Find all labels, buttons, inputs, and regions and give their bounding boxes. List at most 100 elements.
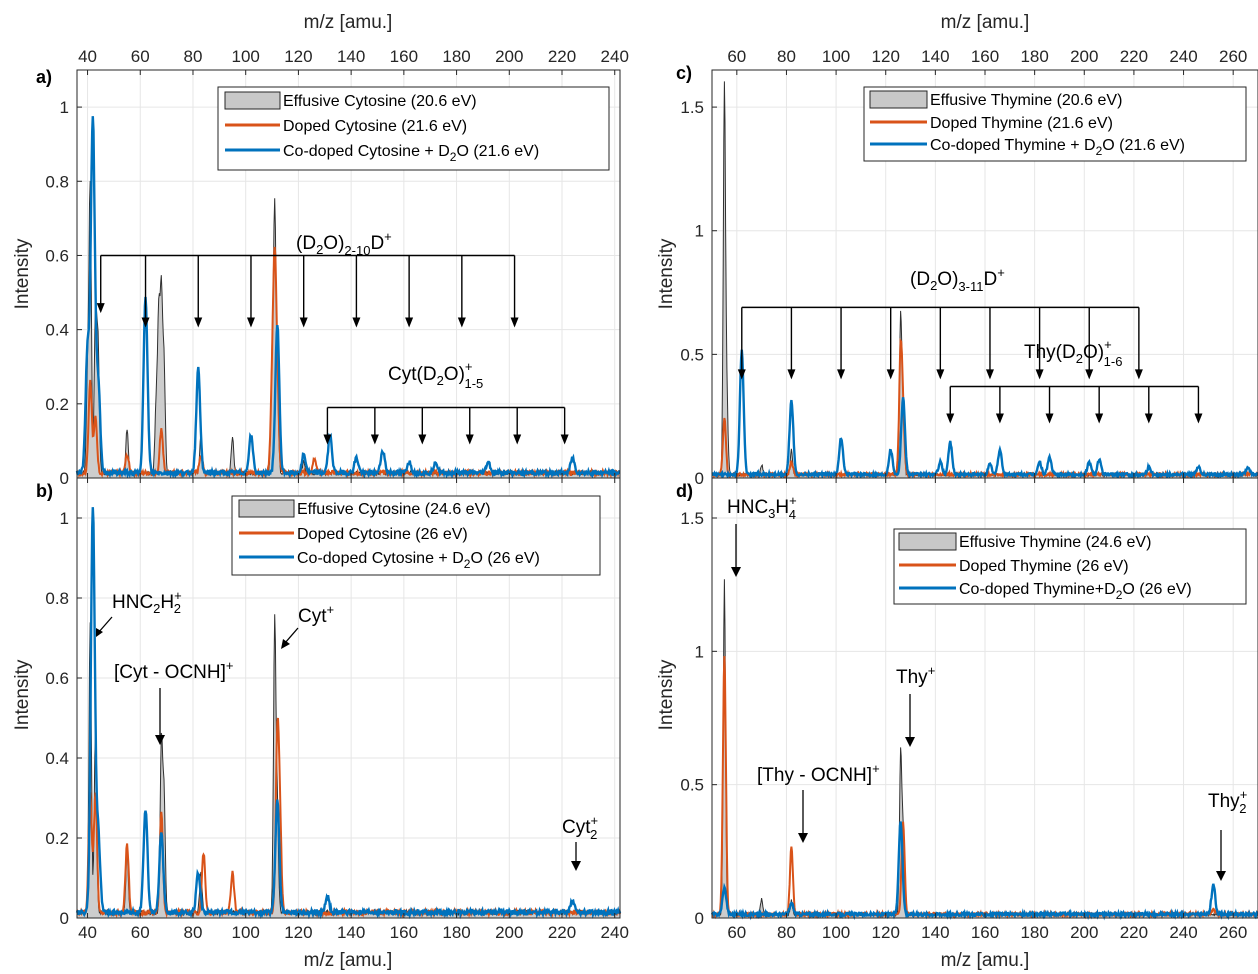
bracket-arrowhead xyxy=(513,434,522,445)
x-tick-label: 100 xyxy=(822,47,850,66)
bracket-d2o-cluster-a xyxy=(96,254,519,328)
panel-c: 60 80 100 120 140 160 180 200 220 240 260 0 0.5 1 1.5… xyxy=(656,12,1258,488)
legend-entry-doped-d: Doped Thymine (26 eV) xyxy=(959,558,1129,575)
x-tick-label: 180 xyxy=(1020,47,1048,66)
bracket-arrowhead xyxy=(936,369,945,380)
y-tick-label: 1 xyxy=(60,98,69,117)
y-axis-label-c: Intensity xyxy=(656,238,677,309)
y-tick-label: 1 xyxy=(695,222,704,241)
x-tick-label: 100 xyxy=(232,923,260,942)
bracket-arrowhead xyxy=(1095,413,1104,424)
x-tick-label: 40 xyxy=(78,47,97,66)
x-ticks-c: 60 80 100 120 140 160 180 200 220 240 260 xyxy=(727,47,1247,478)
annotation-thy-d: Thy+ xyxy=(896,663,935,688)
x-tick-label: 140 xyxy=(337,47,365,66)
x-tick-label: 220 xyxy=(1120,47,1148,66)
panel-b: 40 60 80 100 120 140 160 180 200 220 240 0 0.2 0.4 0.… xyxy=(12,477,629,971)
y-tick-label: 0.4 xyxy=(45,321,69,340)
y-tick-label: 0.6 xyxy=(45,246,69,265)
legend-entry-codoped-d: Co-doped Thymine+D2O (26 eV) xyxy=(959,581,1192,602)
y-ticks-d: 0 0.5 1 1.5 xyxy=(680,509,717,928)
bracket-arrowhead xyxy=(1194,413,1203,424)
bracket-arrowhead xyxy=(886,369,895,380)
panel-label-d: d) xyxy=(676,481,693,501)
legend-entry-effusive-b: Effusive Cytosine (24.6 eV) xyxy=(297,501,491,518)
bracket-arrowhead xyxy=(1045,413,1054,424)
bracket-arrowhead xyxy=(1085,369,1094,380)
x-tick-label: 40 xyxy=(78,923,97,942)
legend-swatch-effusive-c xyxy=(869,90,928,109)
y-tick-label: 0.2 xyxy=(45,829,69,848)
y-tick-label: 0.5 xyxy=(680,345,704,364)
series-a xyxy=(75,116,621,480)
x-tick-label: 60 xyxy=(727,47,746,66)
x-tick-label: 180 xyxy=(1020,923,1048,942)
bracket-arrowhead xyxy=(737,369,746,380)
x-ticks-a: 40 60 80 100 120 140 160 180 200 220 240 xyxy=(78,47,629,478)
bracket-arrowhead xyxy=(323,434,332,445)
bracket-arrowhead xyxy=(510,317,519,328)
bracket-arrowhead xyxy=(352,317,361,328)
series-b xyxy=(75,507,622,920)
legend-entry-codoped-b: Co-doped Cytosine + D2O (26 eV) xyxy=(297,550,540,571)
y-tick-label: 0 xyxy=(695,469,704,488)
legend-a: Effusive Cytosine (20.6 eV) Doped Cytosi… xyxy=(217,86,610,171)
bracket-arrowhead xyxy=(985,369,994,380)
x-tick-label: 200 xyxy=(495,923,523,942)
bracket-arrowhead xyxy=(96,303,105,314)
x-tick-label: 140 xyxy=(337,923,365,942)
bracket-cyt-d2o-a xyxy=(323,406,569,445)
x-tick-label: 140 xyxy=(921,47,949,66)
x-tick-label: 260 xyxy=(1219,923,1247,942)
bracket-arrowhead xyxy=(246,317,255,328)
y-axis-label-a: Intensity xyxy=(12,238,33,309)
x-tick-label: 240 xyxy=(1169,47,1197,66)
annotation-thy-ocnh-d: [Thy - OCNH]+ xyxy=(757,761,880,786)
bracket-arrowhead xyxy=(370,434,379,445)
panel-label-c: c) xyxy=(676,63,692,83)
x-axis-label-d: m/z [amu.] xyxy=(941,950,1030,971)
x-tick-label: 180 xyxy=(442,47,470,66)
x-tick-label: 220 xyxy=(548,47,576,66)
bracket-arrowhead xyxy=(995,413,1004,424)
legend-entry-doped-c: Doped Thymine (21.6 eV) xyxy=(930,115,1113,132)
annotation-d2o-cluster-c: (D2O)3-11D+ xyxy=(910,265,1005,294)
series-line-codoped xyxy=(75,507,622,920)
bracket-arrowhead xyxy=(560,434,569,445)
annotation-cyt2-b: Cyt+ 2 xyxy=(562,813,598,842)
legend-entry-codoped-a: Co-doped Cytosine + D2O (21.6 eV) xyxy=(283,143,539,164)
y-tick-label: 0 xyxy=(695,909,704,928)
bracket-arrowhead xyxy=(1144,413,1153,424)
x-tick-label: 120 xyxy=(284,47,312,66)
x-axis-label-b: m/z [amu.] xyxy=(304,950,393,971)
x-axis-label-a: m/z [amu.] xyxy=(304,12,393,33)
y-axis-label-d: Intensity xyxy=(656,659,677,730)
x-tick-label: 60 xyxy=(131,923,150,942)
annotation-cyt-b: Cyt+ xyxy=(298,602,334,627)
x-tick-label: 80 xyxy=(777,47,796,66)
panel-a: 40 60 80 100 120 140 160 180 200 220 240 0 0.2 0.4 0.… xyxy=(12,12,629,488)
y-tick-label: 0.6 xyxy=(45,669,69,688)
y-tick-label: 0 xyxy=(60,909,69,928)
y-tick-label: 0.8 xyxy=(45,589,69,608)
y-axis-label-b: Intensity xyxy=(12,659,33,730)
panel-d: 60 80 100 120 140 160 180 200 220 240 260 0 0.5 1 1.5… xyxy=(656,477,1258,971)
annotation-cyt-ocnh-b: [Cyt - OCNH]+ xyxy=(114,658,233,683)
y-tick-label: 1.5 xyxy=(680,98,704,117)
x-tick-label: 200 xyxy=(1070,923,1098,942)
x-tick-label: 200 xyxy=(495,47,523,66)
series-line-codoped xyxy=(75,116,621,480)
x-tick-label: 160 xyxy=(390,923,418,942)
y-tick-label: 0.4 xyxy=(45,749,69,768)
x-tick-label: 200 xyxy=(1070,47,1098,66)
legend-c: Effusive Thymine (20.6 eV) Doped Thymine… xyxy=(863,86,1247,162)
panel-label-a: a) xyxy=(36,67,52,87)
bracket-arrowhead xyxy=(194,317,203,328)
y-tick-label: 1 xyxy=(695,642,704,661)
x-tick-label: 240 xyxy=(601,923,629,942)
y-ticks-b: 0 0.2 0.4 0.6 0.8 1 xyxy=(45,509,82,928)
x-tick-label: 80 xyxy=(184,47,203,66)
x-axis-label-c: m/z [amu.] xyxy=(941,12,1030,33)
annotation-hnc2h2-b: HNC2H+ 2 xyxy=(112,588,182,616)
